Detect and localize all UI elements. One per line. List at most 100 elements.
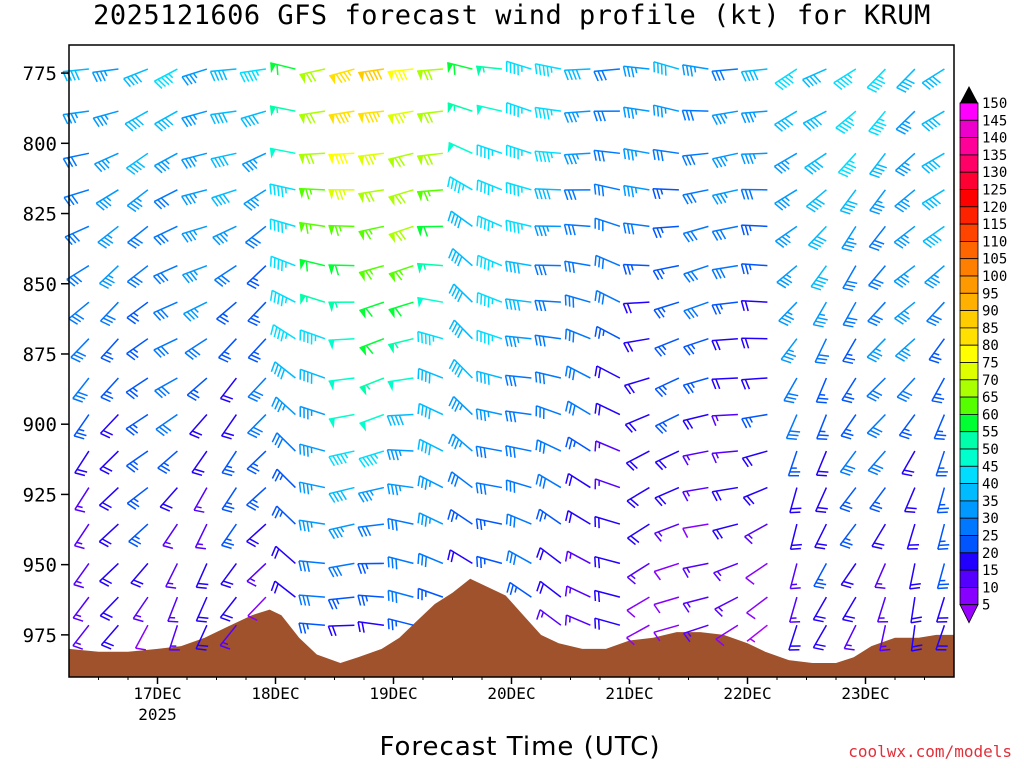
colorbar-swatch (959, 552, 979, 571)
wind-barb (622, 65, 650, 78)
wind-barb (935, 596, 949, 623)
wind-barb (181, 189, 208, 206)
wind-barb (841, 225, 857, 252)
wind-barb (70, 338, 90, 363)
colorbar-label: 50 (982, 442, 999, 458)
wind-barb (298, 187, 325, 200)
wind-barb (447, 508, 473, 525)
wind-barb (627, 523, 650, 546)
wind-barb (73, 562, 90, 589)
wind-barb (98, 487, 119, 511)
wind-barb (682, 523, 709, 538)
wind-barb (898, 414, 916, 440)
wind-barb (774, 110, 798, 132)
wind-barb (447, 549, 473, 565)
wind-barb (387, 68, 414, 82)
wind-barb (73, 523, 90, 550)
wind-barb (127, 225, 149, 249)
colorbar-label: 35 (982, 494, 999, 510)
wind-barb (504, 335, 532, 348)
colorbar-swatch (959, 206, 979, 225)
wind-barb (476, 329, 503, 345)
wind-barb (924, 265, 945, 289)
wind-barb (504, 298, 532, 311)
wind-barb (100, 377, 119, 403)
wind-barb (908, 563, 921, 590)
wind-barb (564, 328, 591, 343)
colorbar-swatch (959, 344, 979, 363)
colorbar-swatch (959, 327, 979, 346)
wind-barb (682, 225, 709, 243)
wind-barb (417, 296, 444, 308)
wind-barb (417, 152, 443, 166)
wind-barb (654, 377, 680, 398)
wind-barb (593, 68, 620, 82)
colorbar-label: 55 (982, 425, 999, 441)
wind-barb (99, 596, 119, 621)
wind-barb (868, 225, 886, 252)
colorbar-label: 95 (982, 286, 999, 302)
wind-barb (388, 189, 414, 206)
wind-barb (711, 450, 738, 464)
wind-barb (246, 562, 267, 587)
wind-barb (219, 596, 237, 622)
wind-barb (564, 294, 591, 308)
wind-barb (893, 225, 916, 249)
wind-barb (247, 414, 267, 439)
wind-barb (593, 589, 621, 603)
wind-barb (417, 367, 444, 384)
wind-barb (126, 265, 149, 289)
wind-barb (594, 365, 621, 379)
colorbar-swatch (959, 292, 979, 311)
wind-barb (740, 224, 768, 236)
wind-barb (98, 523, 119, 548)
colorbar-label: 30 (982, 511, 999, 527)
wind-barb (153, 225, 178, 246)
colorbar: 1501451401351301251201151101051009590858… (959, 86, 1007, 624)
wind-barb (506, 550, 532, 566)
wind-barb (159, 487, 178, 512)
wind-barb (245, 225, 267, 249)
colorbar-swatch (959, 275, 979, 294)
wind-barb (654, 413, 680, 434)
wind-barb (186, 377, 208, 402)
wind-barb (358, 225, 385, 241)
wind-barb (683, 624, 709, 643)
wind-barb (682, 413, 709, 430)
wind-barb (594, 217, 621, 232)
wind-barb (299, 258, 326, 272)
wind-barb (299, 443, 326, 457)
wind-barb (682, 486, 709, 502)
wind-barb (195, 624, 209, 651)
wind-barb (99, 562, 119, 587)
wind-barb (359, 377, 385, 396)
wind-barb (815, 450, 829, 477)
wind-barb (744, 523, 768, 545)
wind-barb (711, 377, 738, 390)
wind-barb (869, 152, 888, 179)
wind-barb (901, 450, 916, 477)
wind-barb (622, 106, 650, 119)
wind-barb (654, 523, 680, 542)
wind-barb (358, 68, 385, 83)
credit-link[interactable]: coolwx.com/models (848, 742, 1012, 761)
wind-barb (92, 110, 119, 128)
wind-barb (564, 614, 591, 626)
wind-barb (711, 225, 739, 241)
colorbar-label: 25 (982, 529, 999, 545)
wind-barb (211, 189, 237, 207)
wind-barb (153, 189, 178, 210)
wind-barb (896, 377, 916, 403)
wind-barb (652, 104, 680, 118)
wind-barb (359, 337, 385, 357)
wind-barb (593, 149, 620, 162)
y-tick-label: 825 (23, 204, 57, 226)
wind-barb (740, 299, 768, 312)
wind-barb (774, 189, 798, 211)
wind-barb (563, 223, 591, 236)
wind-barb (506, 581, 532, 598)
wind-barb (815, 377, 829, 404)
wind-barb (271, 505, 296, 525)
colorbar-swatch (959, 189, 979, 208)
wind-barb (804, 152, 827, 175)
